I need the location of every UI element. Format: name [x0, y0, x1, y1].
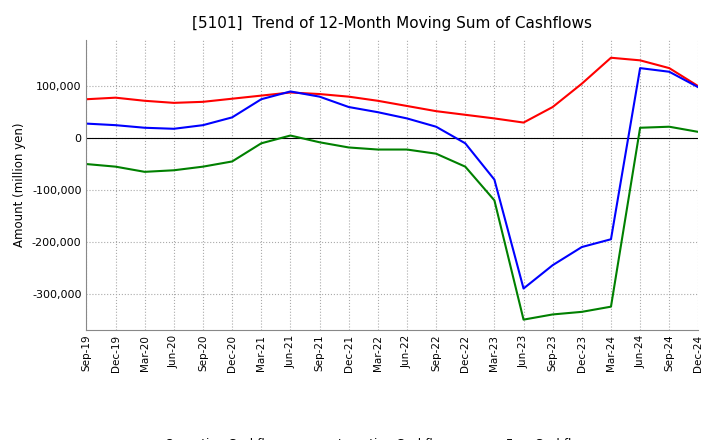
- Operating Cashflow: [344, 94, 353, 99]
- Investing Cashflow: [111, 164, 120, 169]
- Investing Cashflow: [519, 317, 528, 322]
- Free Cashflow: [549, 263, 557, 268]
- Operating Cashflow: [402, 103, 411, 109]
- Operating Cashflow: [257, 93, 266, 98]
- Free Cashflow: [665, 69, 674, 74]
- Free Cashflow: [636, 66, 644, 71]
- Investing Cashflow: [665, 124, 674, 129]
- Operating Cashflow: [577, 81, 586, 86]
- Operating Cashflow: [607, 55, 616, 60]
- Investing Cashflow: [199, 164, 207, 169]
- Operating Cashflow: [636, 58, 644, 63]
- Operating Cashflow: [169, 100, 178, 106]
- Investing Cashflow: [169, 168, 178, 173]
- Free Cashflow: [315, 94, 324, 99]
- Free Cashflow: [257, 97, 266, 102]
- Operating Cashflow: [140, 98, 149, 103]
- Free Cashflow: [432, 124, 441, 129]
- Operating Cashflow: [286, 90, 294, 95]
- Free Cashflow: [607, 237, 616, 242]
- Free Cashflow: [286, 89, 294, 94]
- Investing Cashflow: [432, 151, 441, 156]
- Free Cashflow: [490, 177, 499, 182]
- Operating Cashflow: [519, 120, 528, 125]
- Legend: Operating Cashflow, Investing Cashflow, Free Cashflow: Operating Cashflow, Investing Cashflow, …: [127, 434, 593, 440]
- Investing Cashflow: [286, 133, 294, 138]
- Title: [5101]  Trend of 12-Month Moving Sum of Cashflows: [5101] Trend of 12-Month Moving Sum of C…: [192, 16, 593, 32]
- Operating Cashflow: [199, 99, 207, 104]
- Free Cashflow: [199, 122, 207, 128]
- Investing Cashflow: [549, 312, 557, 317]
- Investing Cashflow: [140, 169, 149, 175]
- Investing Cashflow: [344, 145, 353, 150]
- Investing Cashflow: [315, 139, 324, 145]
- Free Cashflow: [577, 244, 586, 249]
- Y-axis label: Amount (million yen): Amount (million yen): [14, 123, 27, 247]
- Operating Cashflow: [228, 96, 236, 101]
- Investing Cashflow: [694, 129, 703, 135]
- Free Cashflow: [82, 121, 91, 126]
- Free Cashflow: [344, 104, 353, 110]
- Investing Cashflow: [461, 164, 469, 169]
- Operating Cashflow: [374, 98, 382, 103]
- Free Cashflow: [169, 126, 178, 132]
- Investing Cashflow: [636, 125, 644, 130]
- Investing Cashflow: [374, 147, 382, 152]
- Free Cashflow: [402, 116, 411, 121]
- Line: Operating Cashflow: Operating Cashflow: [86, 58, 698, 123]
- Operating Cashflow: [665, 66, 674, 71]
- Free Cashflow: [519, 286, 528, 291]
- Operating Cashflow: [432, 109, 441, 114]
- Operating Cashflow: [694, 84, 703, 89]
- Operating Cashflow: [549, 104, 557, 110]
- Investing Cashflow: [228, 159, 236, 164]
- Free Cashflow: [228, 115, 236, 120]
- Investing Cashflow: [257, 141, 266, 146]
- Operating Cashflow: [490, 116, 499, 121]
- Operating Cashflow: [315, 92, 324, 97]
- Free Cashflow: [140, 125, 149, 130]
- Free Cashflow: [694, 84, 703, 90]
- Line: Investing Cashflow: Investing Cashflow: [86, 127, 698, 319]
- Investing Cashflow: [402, 147, 411, 152]
- Free Cashflow: [461, 141, 469, 146]
- Operating Cashflow: [461, 112, 469, 117]
- Investing Cashflow: [607, 304, 616, 309]
- Investing Cashflow: [577, 309, 586, 315]
- Investing Cashflow: [82, 161, 91, 167]
- Line: Free Cashflow: Free Cashflow: [86, 68, 698, 289]
- Free Cashflow: [374, 110, 382, 115]
- Free Cashflow: [111, 122, 120, 128]
- Operating Cashflow: [111, 95, 120, 100]
- Investing Cashflow: [490, 198, 499, 203]
- Operating Cashflow: [82, 97, 91, 102]
